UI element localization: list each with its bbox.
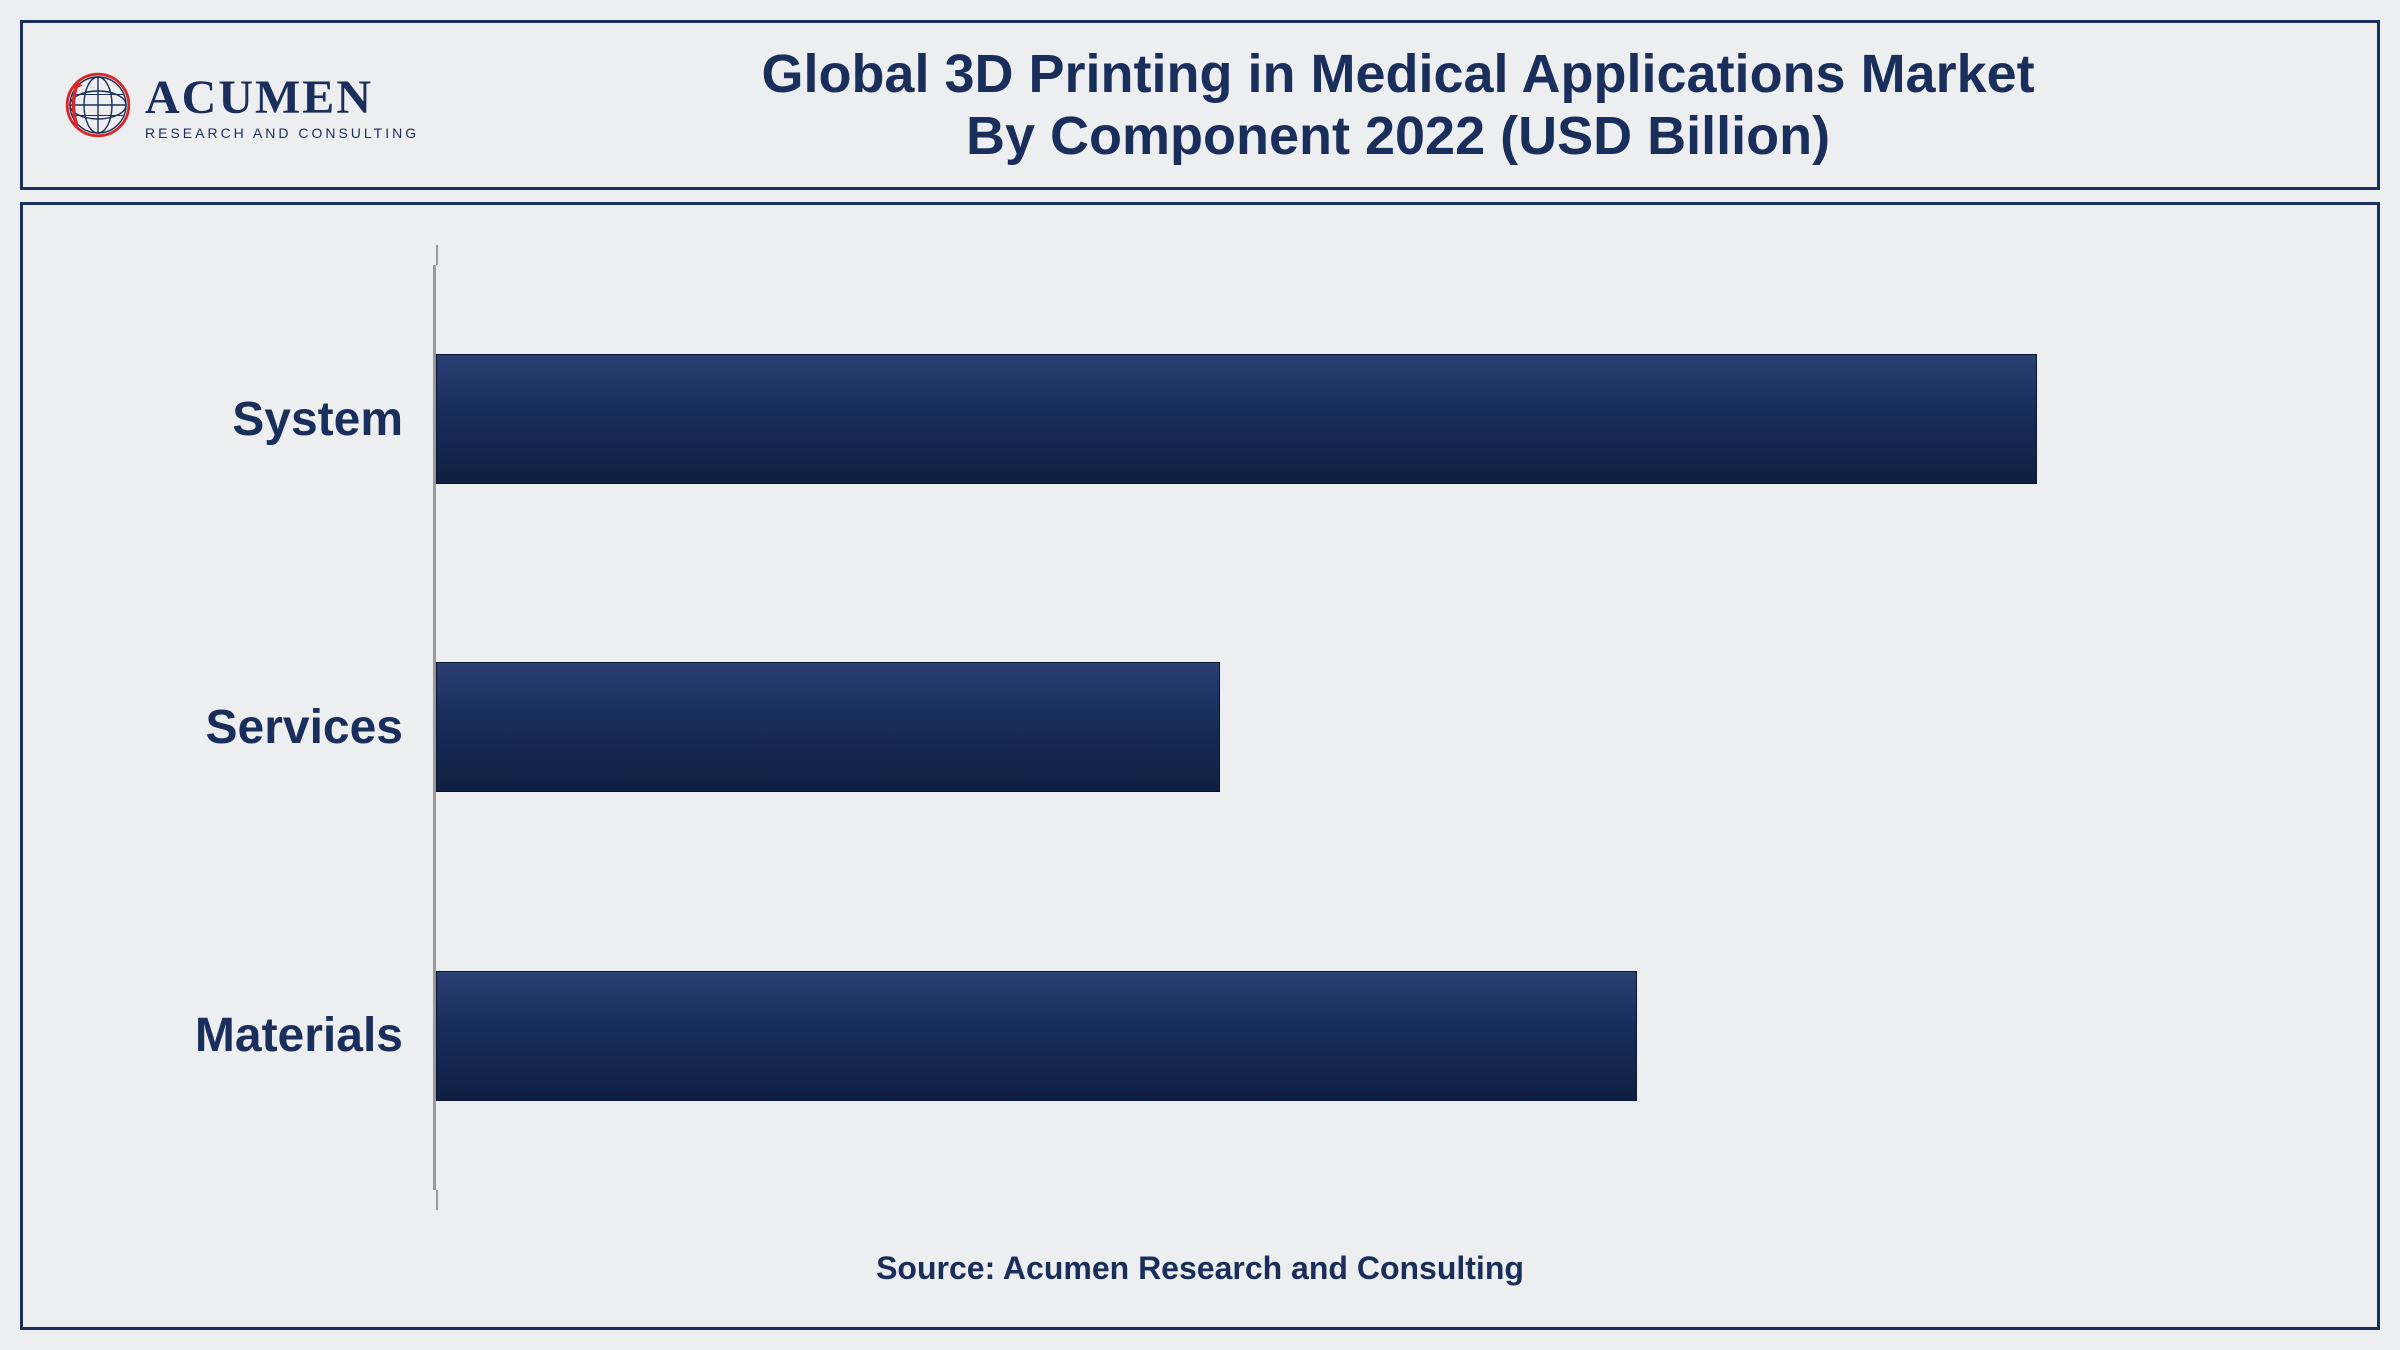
bar-1: [436, 662, 1220, 792]
bars-wrapper: [436, 265, 2277, 1190]
category-label-0: System: [123, 392, 403, 447]
category-label-1: Services: [123, 700, 403, 755]
brand-tagline: RESEARCH AND CONSULTING: [145, 125, 419, 141]
source-text: Source: Acumen Research and Consulting: [123, 1250, 2277, 1287]
title-area: Global 3D Printing in Medical Applicatio…: [459, 43, 2337, 167]
plot-area: [433, 265, 2277, 1190]
bar-2: [436, 971, 1637, 1101]
axis-tick-bottom: [436, 1190, 438, 1210]
header-panel: ACUMEN RESEARCH AND CONSULTING Global 3D…: [20, 20, 2380, 190]
bar-0: [436, 354, 2037, 484]
title-line-1: Global 3D Printing in Medical Applicatio…: [459, 43, 2337, 105]
brand-name: ACUMEN: [145, 70, 419, 125]
globe-icon: [63, 70, 133, 140]
chart-area: System Services Materials: [123, 265, 2277, 1190]
chart-panel: System Services Materials Source: Acumen…: [20, 202, 2380, 1330]
y-axis-labels: System Services Materials: [123, 265, 433, 1190]
logo-area: ACUMEN RESEARCH AND CONSULTING: [63, 70, 419, 141]
title-line-2: By Component 2022 (USD Billion): [459, 105, 2337, 167]
brand-text: ACUMEN RESEARCH AND CONSULTING: [145, 70, 419, 141]
category-label-2: Materials: [123, 1008, 403, 1063]
axis-tick-top: [436, 245, 438, 265]
main-container: ACUMEN RESEARCH AND CONSULTING Global 3D…: [0, 0, 2400, 1350]
